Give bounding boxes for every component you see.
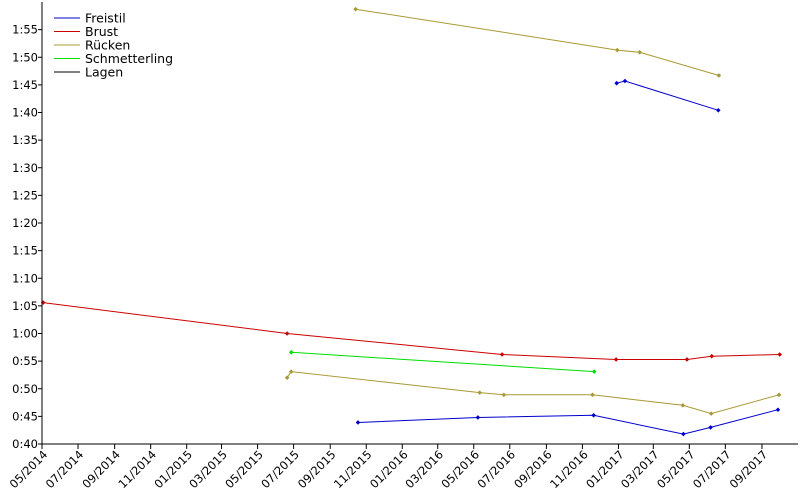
data-point	[614, 80, 619, 86]
x-tick-label: 03/2017	[618, 447, 662, 491]
series-line-brust	[43, 302, 780, 360]
x-tick-label: 03/2015	[186, 447, 230, 491]
x-tick-label: 05/2014	[7, 447, 51, 491]
data-point	[501, 392, 507, 398]
data-point	[775, 407, 781, 413]
series-line-freistil	[616, 80, 719, 111]
data-point	[708, 411, 714, 416]
y-tick-label: 1:35	[12, 133, 38, 147]
legend-label: Freistil	[85, 11, 126, 26]
data-point	[708, 425, 713, 430]
data-point	[477, 390, 482, 395]
y-tick-label: 1:55	[12, 23, 38, 37]
x-tick-label: 07/2015	[258, 447, 302, 491]
data-point	[475, 415, 481, 420]
y-tick-label: 1:10	[12, 271, 38, 285]
y-tick-label: 1:25	[12, 188, 38, 202]
x-tick-label: 11/2015	[331, 447, 375, 491]
y-tick-label: 0:50	[12, 382, 38, 396]
data-point	[684, 357, 690, 362]
data-point	[288, 349, 294, 355]
y-tick-label: 0:45	[12, 409, 38, 423]
series-line-schmetterling	[291, 351, 595, 373]
y-tick-label: 1:05	[12, 299, 38, 313]
data-point	[614, 47, 620, 53]
data-point	[284, 331, 290, 336]
x-tick-label: 11/2014	[115, 447, 159, 491]
data-point	[355, 420, 361, 425]
x-tick-label: 09/2014	[79, 447, 123, 491]
data-point	[681, 431, 686, 437]
x-tick-label: 03/2016	[402, 447, 446, 491]
data-point	[716, 73, 722, 78]
y-axis-ticks: 0:40 0:45 0:50 0:55 1:00 1:05 1:10 1:15 1:20 1:25…	[12, 23, 42, 451]
data-point	[591, 369, 597, 374]
x-tick-label: 05/2017	[654, 447, 698, 491]
data-point	[622, 78, 628, 84]
data-point	[613, 357, 619, 362]
data-point	[284, 375, 290, 380]
legend-label: Rücken	[85, 38, 130, 53]
y-tick-label: 1:45	[12, 78, 38, 92]
data-point	[590, 392, 595, 398]
data-point	[637, 49, 643, 55]
y-tick-label: 1:40	[12, 106, 38, 120]
data-point	[591, 412, 596, 418]
data-point	[680, 403, 686, 408]
x-tick-label: 07/2017	[690, 447, 734, 491]
data-point	[777, 352, 782, 357]
y-tick-label: 1:20	[12, 216, 38, 230]
series-line-rücken	[286, 371, 780, 415]
series-line-freistil	[357, 409, 779, 435]
x-tick-label: 05/2016	[438, 447, 482, 491]
data-point	[288, 369, 294, 374]
legend-label: Schmetterling	[85, 51, 173, 66]
y-tick-label: 1:30	[12, 161, 38, 175]
y-tick-label: 0:40	[12, 437, 38, 451]
x-tick-label: 09/2016	[511, 447, 555, 491]
data-point	[715, 107, 721, 113]
legend-label: Brust	[85, 24, 118, 39]
axes	[41, 2, 798, 445]
x-tick-label: 05/2015	[222, 447, 266, 491]
data-point	[499, 352, 505, 357]
x-tick-label: 09/2017	[727, 447, 771, 491]
legend-label: Lagen	[85, 65, 123, 80]
data-point	[353, 6, 358, 12]
x-tick-label: 09/2015	[295, 447, 339, 491]
plot-markers	[40, 6, 782, 437]
plot-lines	[43, 8, 780, 435]
x-axis-ticks: 05/201407/201409/201411/201401/201503/20…	[7, 444, 771, 491]
series-line-rücken	[355, 8, 720, 76]
x-tick-label: 11/2016	[547, 447, 591, 491]
y-tick-label: 1:50	[12, 50, 38, 64]
y-tick-label: 1:15	[12, 244, 38, 258]
x-tick-label: 07/2016	[474, 447, 518, 491]
data-point	[709, 353, 715, 359]
x-tick-label: 01/2016	[367, 447, 411, 491]
x-tick-label: 07/2014	[43, 447, 87, 491]
data-point	[776, 392, 782, 398]
y-tick-label: 0:55	[12, 354, 38, 368]
y-tick-label: 1:00	[12, 327, 38, 341]
